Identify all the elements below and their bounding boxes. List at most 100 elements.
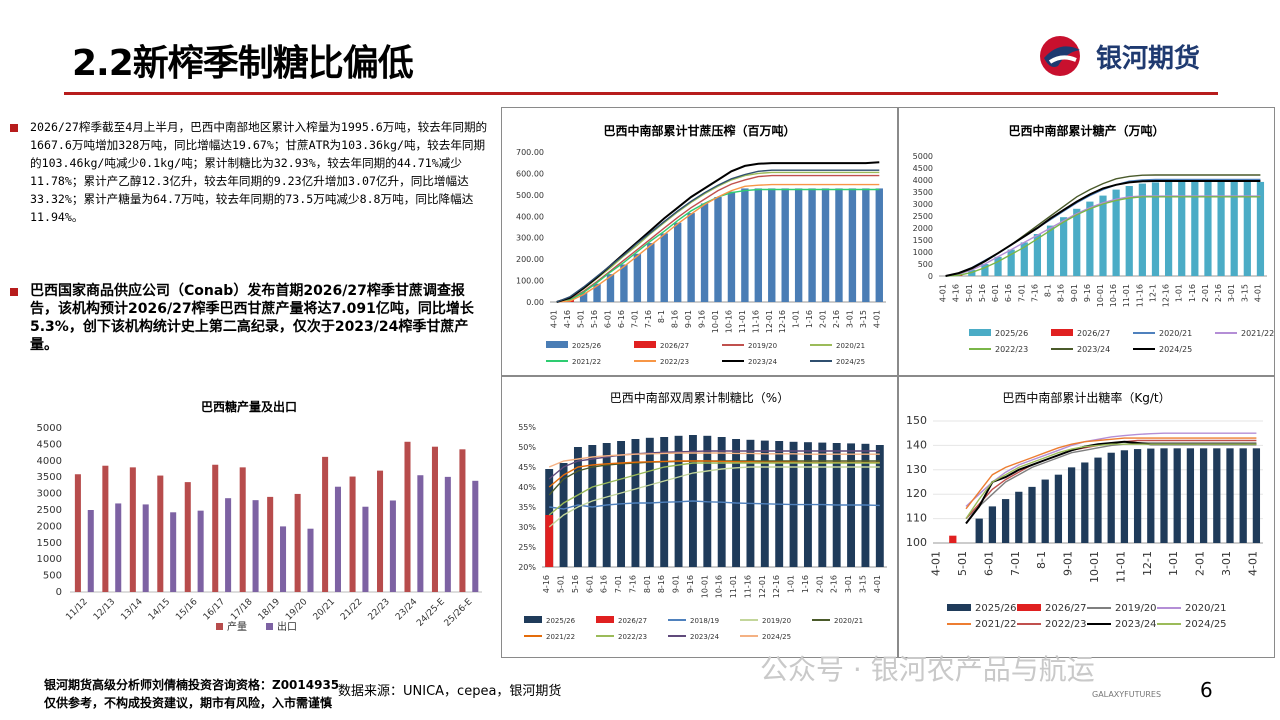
bar-2025/26 [1256,181,1265,276]
y-tick-label: 4000 [37,456,62,467]
x-tick-label: 4-01 [1246,551,1259,576]
x-tick-label: 1-16 [1188,284,1197,302]
bar-2025/26 [781,188,789,302]
x-tick-label: 8-16 [671,310,680,328]
bar-2025/26 [588,445,597,567]
bar-2025/26 [1054,474,1063,543]
bar-2025/26 [1191,181,1199,276]
bar-2025/26 [741,188,749,302]
chart-atr: 100 110 120 130 140 150 4-01 5-01 6-01 7-01 8-1 9-0… [906,414,1263,630]
bar-产量 [322,456,329,592]
bar-2025/26 [700,203,709,302]
x-tick-label: 6-16 [1004,284,1013,302]
bar-出口 [334,486,341,592]
y-tick-label: 3000 [913,200,933,209]
legend-label: 2026/27 [1077,329,1110,338]
bar-2025/26 [1020,242,1028,276]
bar-2025/26 [808,188,816,302]
x-tick-label: 5-01 [965,284,974,302]
bar-2025/26 [1081,462,1089,543]
page-number: 6 [1200,678,1213,702]
x-tick-label: 10-01 [1088,551,1101,583]
x-tick-label: 11-01 [738,310,747,333]
bar-产量 [431,446,438,592]
legend-label: 2024/25 [1159,345,1192,354]
legend-label: 2019/20 [748,342,777,350]
y-tick-label: 500 [43,571,62,582]
x-tick-label: 8-1 [1044,284,1053,297]
bar-2025/26 [647,243,655,302]
x-tick-label: 4-01 [872,310,881,328]
series-line-2020/21 [965,432,1257,507]
series-line-2019/20 [556,174,880,303]
legend-label: 2023/24 [690,633,720,641]
x-tick-label: 2-16 [830,575,839,593]
legend-label: 2018/19 [690,617,719,625]
bar-2025/26 [606,274,615,302]
bar-产量 [129,467,136,592]
y-tick-label: 2500 [913,212,933,221]
x-tick-label: 11-16 [1135,284,1144,307]
x-tick-label: 10-01 [711,310,720,333]
x-tick-label: 2-01 [815,575,824,593]
y-tick-label: 0 [56,587,62,598]
series-line-2018/19 [549,500,880,510]
y-tick-label: 3500 [913,188,933,197]
bar-产量 [377,470,384,592]
chart-panel-sugar-mix: 巴西中南部双周累计制糖比（%） 20% 25% 30% 35% 40% 45% 50% 55%… [501,376,898,658]
x-tick-label: 9-16 [1083,284,1092,302]
x-tick-label: 11-01 [729,575,738,598]
y-tick-label: 700.00 [516,148,544,157]
y-tick-label: 300.00 [516,234,544,243]
x-tick-label: 6-01 [982,551,995,576]
series-line-2024/25 [965,443,1257,519]
bar-2025/26 [1243,181,1251,276]
bar-产量 [349,476,356,592]
y-tick-label: 2000 [37,521,62,532]
bar-2025/26 [1067,467,1076,543]
title-rule [64,92,1218,95]
x-tick-label: 7-01 [1017,284,1026,302]
x-tick-label: 11-01 [1122,284,1131,307]
legend-label: 2024/25 [836,358,865,366]
bar-出口 [87,510,94,592]
series-line-2024/25 [548,452,880,468]
x-tick-label: 8-1 [1035,551,1048,569]
legend-label: 2021/22 [1241,329,1274,338]
bullet-icon [10,288,18,296]
bar-出口 [170,512,177,592]
y-tick-label: 1500 [913,236,933,245]
bar-2025/26 [1226,448,1234,543]
bar-2025/26 [1173,448,1181,543]
bar-2025/26 [1028,486,1036,543]
bar-2025/26 [727,191,736,302]
bar-2025/26 [1217,181,1225,276]
legend-label: 2021/22 [546,633,575,641]
x-tick-label: 6-01 [603,310,612,328]
bar-2026/27 [545,515,554,567]
x-tick-label: 13/14 [119,597,145,623]
page-title: 2.2新榨季制糖比偏低 [72,43,414,84]
x-tick-label: 10-16 [724,310,733,333]
legend-label: 2026/27 [1045,603,1087,614]
legend-label: 2025/26 [975,603,1017,614]
x-tick-label: 1-01 [787,575,796,593]
chart-production-export: 0 500 1000 1500 2000 2500 3000 3500 4000 4500 5000… [37,423,482,633]
y-tick-label: 150 [906,414,927,427]
legend-swatch [634,341,656,348]
bar-产量 [212,464,219,592]
legend-label: 2025/26 [995,329,1028,338]
x-tick-label: 4-16 [563,310,572,328]
y-tick-label: 100 [906,536,927,549]
series-line-2021/22 [965,437,1257,510]
bar-产量 [294,493,301,592]
bar-2025/26 [579,292,588,302]
y-tick-label: 25% [518,543,536,552]
bar-出口 [142,504,149,592]
legend-label: 2021/22 [975,619,1017,630]
chart-sugar-output: 0 500 1000 1500 2000 2500 3000 3500 4000 4500 5000… [913,152,1274,354]
chart-crush: 0.00 100.00 200.00 300.00 400.00 500.00 600.00… [516,148,886,366]
x-tick-label: 7-16 [1030,284,1039,302]
bar-2025/26 [1125,186,1133,276]
x-tick-label: 11-16 [751,310,760,333]
